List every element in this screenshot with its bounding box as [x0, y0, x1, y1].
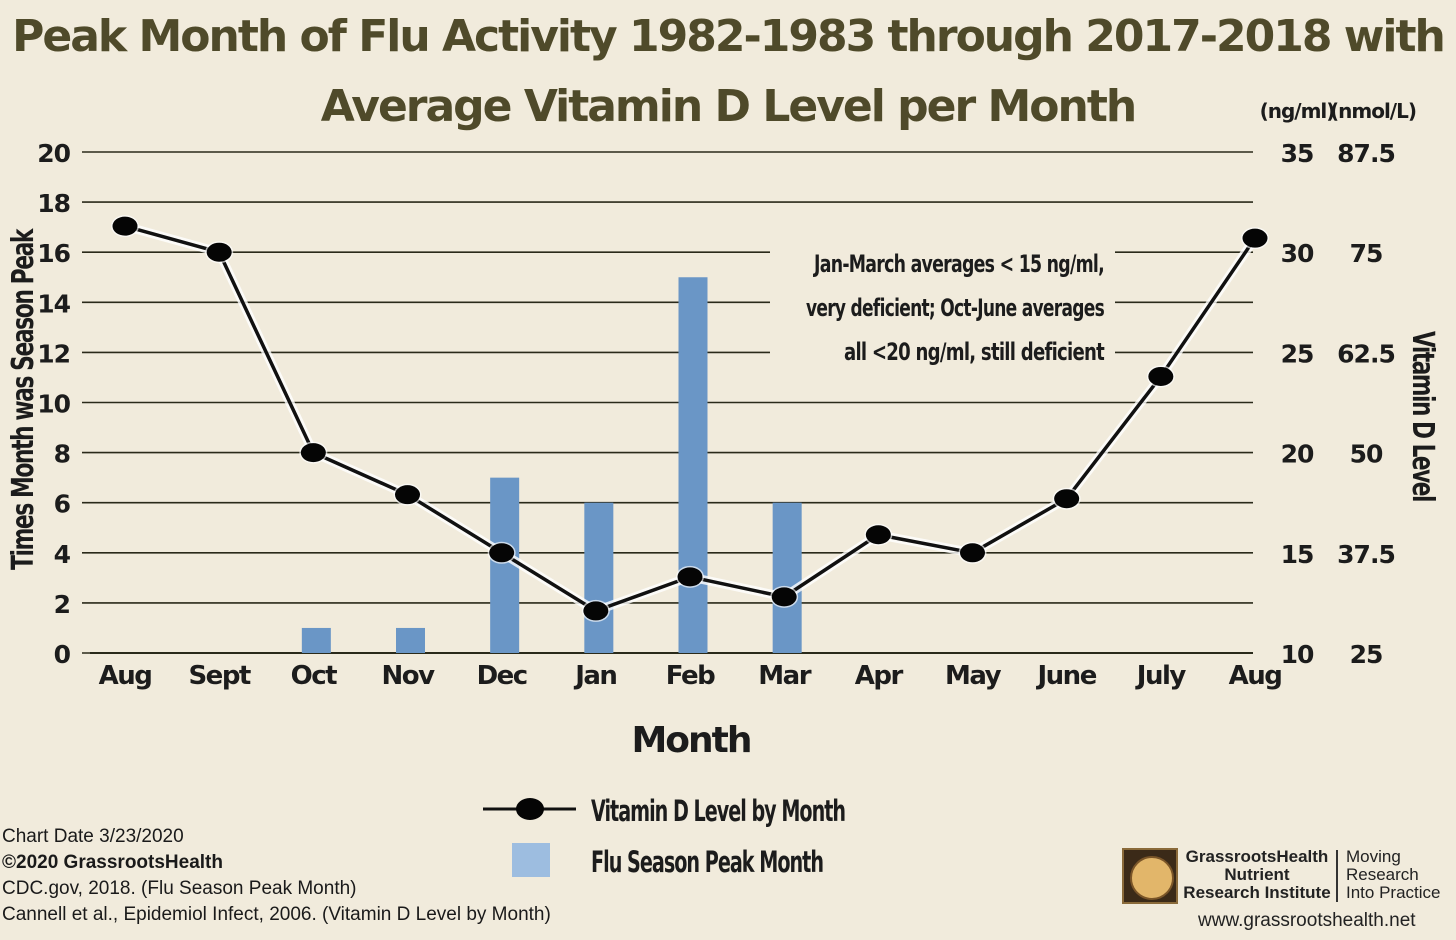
vitamin-d-point-aug [112, 216, 138, 236]
bar-nov [396, 627, 425, 653]
source-cannell: Cannell et al., Epidemiol Infect, 2006. … [2, 904, 551, 925]
legend-line-label: Vitamin D Level by Month [591, 794, 845, 828]
left-tick-label: 10 [37, 390, 70, 419]
legend-line-marker [516, 798, 544, 820]
left-tick-label: 14 [37, 289, 70, 318]
axis-labels: Month Times Month was Season Peak Vitamin … [6, 228, 1440, 761]
left-tick-label: 6 [54, 490, 71, 519]
left-tick-label: 4 [54, 540, 71, 569]
annotation-line: all <20 ng/ml, still deficient [844, 338, 1104, 366]
vitamin-d-point-july [1148, 366, 1174, 386]
left-tick-label: 16 [37, 239, 70, 268]
legend-bar-label: Flu Season Peak Month [591, 845, 823, 879]
vitamin-d-point-jan [583, 601, 609, 621]
vitamin-d-point-oct [300, 443, 326, 463]
x-axis-ticks: Aug Sept Oct Nov Dec Jan Feb Mar Apr May June July A… [99, 661, 1283, 691]
x-tick-label: Nov [381, 661, 435, 691]
x-tick-label: Sept [188, 661, 250, 691]
logo-name-line-2: Nutrient [1224, 865, 1290, 884]
x-tick-label: Oct [291, 661, 338, 691]
x-tick-label: Mar [758, 661, 811, 691]
x-tick-label: Apr [855, 661, 904, 691]
right-tick-ngml: 15 [1281, 540, 1314, 569]
right-tick-nmol: 50 [1350, 440, 1383, 469]
x-tick-label: July [1135, 661, 1187, 691]
right-tick-ngml: 10 [1281, 640, 1314, 669]
logo-divider [1336, 850, 1338, 902]
left-tick-label: 18 [37, 189, 70, 218]
logo-tagline-line-2: Research [1346, 865, 1419, 884]
x-tick-label: May [945, 661, 1002, 691]
vitamin-d-point-june [1054, 489, 1080, 509]
right-tick-nmol: 37.5 [1337, 540, 1395, 569]
vitamin-d-point-feb [677, 567, 703, 587]
logo-tagline-line-3: Into Practice [1346, 883, 1441, 902]
logo-tagline: Moving Research Into Practice [1346, 848, 1456, 902]
left-tick-label: 12 [37, 339, 70, 368]
logo-name: GrassrootsHealth Nutrient Research Insti… [1182, 848, 1332, 902]
right-unit-nmol: (nmol/L) [1330, 99, 1416, 123]
vitamin-d-point-sept [206, 242, 232, 262]
right-tick-ngml: 20 [1281, 440, 1314, 469]
vitruvian-man-icon [1122, 848, 1178, 904]
chart-title-line-2: Average Vitamin D Level per Month [320, 81, 1137, 132]
chart-title-line-1: Peak Month of Flu Activity 1982-1983 thr… [12, 11, 1446, 62]
chart-date: Chart Date 3/23/2020 [2, 826, 184, 847]
bar-mar [772, 502, 802, 653]
right-tick-ngml: 35 [1281, 139, 1314, 168]
annotation: Jan-March averages < 15 ng/ml, very defic… [770, 240, 1115, 368]
logo-name-line-3: Research Institute [1183, 883, 1331, 902]
annotation-background [770, 240, 1115, 368]
x-tick-label: Aug [99, 661, 152, 691]
legend-bar-swatch [512, 843, 550, 877]
right-axis-ticks: 10 25 15 37.5 20 50 25 62.5 30 75 35 87.5(ng/ml)(nm… [1260, 99, 1417, 669]
logo-name-line-1: GrassrootsHealth [1185, 847, 1329, 866]
right-tick-ngml: 25 [1281, 339, 1314, 368]
right-tick-nmol: 75 [1350, 239, 1383, 268]
x-tick-label: Feb [666, 661, 715, 691]
x-axis-title: Month [631, 720, 750, 761]
y-axis-title-right: Vitamin D Level [1405, 331, 1440, 501]
grid-lines [82, 151, 1253, 654]
copyright: ©2020 GrassrootsHealth [2, 852, 223, 873]
logo-tagline-line-1: Moving [1346, 847, 1401, 866]
annotation-line: Jan-March averages < 15 ng/ml, [813, 250, 1104, 278]
right-tick-nmol: 62.5 [1337, 339, 1395, 368]
source-cdc: CDC.gov, 2018. (Flu Season Peak Month) [2, 878, 357, 899]
chart-title: Peak Month of Flu Activity 1982-1983 thr… [0, 2, 1456, 142]
bar-feb [678, 277, 708, 653]
y-axis-title-left: Times Month was Season Peak [6, 228, 41, 570]
x-tick-label: Jan [573, 661, 616, 691]
annotation-line: very deficient; Oct-June averages [806, 294, 1105, 322]
left-tick-label: 0 [54, 640, 71, 669]
logo: GrassrootsHealth Nutrient Research Insti… [1122, 848, 1454, 938]
bar-oct [301, 627, 331, 653]
bar-jan [584, 502, 614, 653]
vitamin-d-point-dec [489, 543, 515, 563]
vitamin-d-line [111, 215, 1269, 622]
left-tick-label: 8 [54, 440, 70, 469]
right-tick-nmol: 87.5 [1337, 139, 1395, 168]
footer: Chart Date 3/23/2020 ©2020 GrassrootsHea… [2, 824, 551, 928]
x-tick-label: June [1036, 661, 1097, 691]
legend: Vitamin D Level by Month Flu Season Peak … [483, 794, 847, 879]
vitamin-d-point-mar [771, 587, 797, 607]
vitamin-d-point-aug [1242, 228, 1268, 248]
x-tick-label: Dec [477, 661, 527, 691]
left-axis-ticks: 0 2 4 6 8 10 12 14 16 18 20 [37, 139, 71, 669]
right-tick-ngml: 30 [1281, 239, 1314, 268]
bars [301, 277, 802, 653]
right-tick-nmol: 25 [1350, 640, 1383, 669]
left-tick-label: 2 [54, 590, 70, 619]
vitamin-d-point-may [960, 543, 985, 563]
x-tick-label: Aug [1229, 661, 1282, 691]
vitamin-d-point-apr [865, 525, 891, 545]
vitamin-d-point-nov [395, 485, 420, 505]
right-unit-ngml: (ng/ml) [1260, 99, 1335, 123]
left-tick-label: 20 [37, 139, 70, 168]
logo-url: www.grassrootshealth.net [1198, 910, 1416, 931]
